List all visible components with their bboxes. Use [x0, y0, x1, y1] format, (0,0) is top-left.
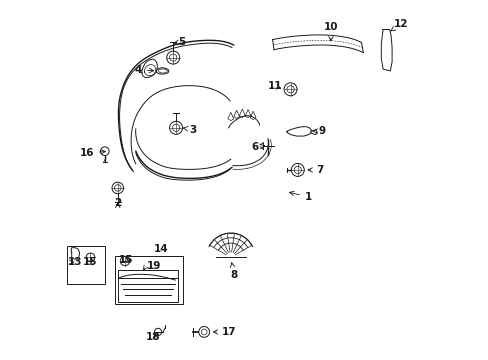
Text: 15: 15 [119, 255, 133, 265]
Text: 17: 17 [213, 327, 236, 337]
Text: 19: 19 [146, 261, 161, 271]
Circle shape [284, 83, 296, 96]
Text: 8: 8 [230, 263, 238, 280]
Text: 2: 2 [114, 198, 121, 208]
Circle shape [86, 253, 95, 262]
Text: 11: 11 [267, 81, 282, 91]
Circle shape [169, 121, 182, 134]
Text: 14: 14 [153, 244, 168, 254]
Circle shape [120, 256, 129, 266]
Text: 16: 16 [80, 148, 105, 158]
Text: 10: 10 [323, 22, 338, 41]
Text: 6: 6 [251, 142, 264, 152]
Circle shape [112, 182, 123, 194]
Text: 3: 3 [183, 125, 197, 135]
Text: 4: 4 [134, 65, 153, 75]
Text: 13: 13 [68, 257, 82, 267]
Text: 5: 5 [174, 37, 185, 47]
Text: 7: 7 [307, 165, 323, 175]
Circle shape [199, 327, 209, 337]
Circle shape [291, 163, 304, 176]
Text: 1: 1 [289, 191, 311, 202]
FancyBboxPatch shape [115, 256, 183, 304]
Text: 9: 9 [312, 126, 325, 136]
FancyBboxPatch shape [67, 246, 105, 284]
Text: 18: 18 [145, 332, 160, 342]
Circle shape [166, 51, 179, 64]
Text: 15: 15 [83, 257, 98, 267]
Text: 12: 12 [390, 19, 407, 31]
Circle shape [101, 147, 109, 156]
